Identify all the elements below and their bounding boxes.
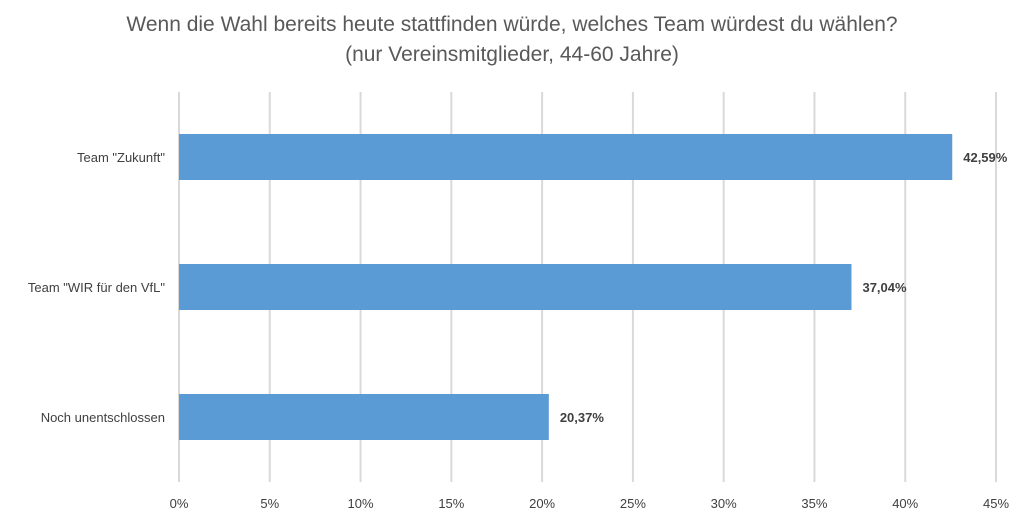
x-tick-label: 20% [529,496,555,511]
x-tick-label: 5% [260,496,279,511]
bar [179,394,549,440]
x-tick-label: 0% [170,496,189,511]
data-label: 20,37% [560,410,605,425]
chart-title: Wenn die Wahl bereits heute stattfinden … [126,13,898,66]
x-tick-label: 15% [438,496,464,511]
x-tick-label: 30% [711,496,737,511]
data-label: 37,04% [862,280,907,295]
bar [179,264,852,310]
bar [179,134,953,180]
bars [179,134,953,440]
x-tick-label: 10% [348,496,374,511]
x-tick-label: 45% [983,496,1009,511]
category-label: Team "WIR für den VfL" [28,280,165,295]
x-tick-label: 35% [801,496,827,511]
labels: 0% 5% 10% 15% 20% 25% 30% 35% 40% 45% Team "Zukunf… [28,150,1010,511]
data-label: 42,59% [963,150,1008,165]
category-label: Team "Zukunft" [77,150,165,165]
x-tick-label: 40% [892,496,918,511]
x-tick-label: 25% [620,496,646,511]
category-label: Noch unentschlossen [41,410,165,425]
